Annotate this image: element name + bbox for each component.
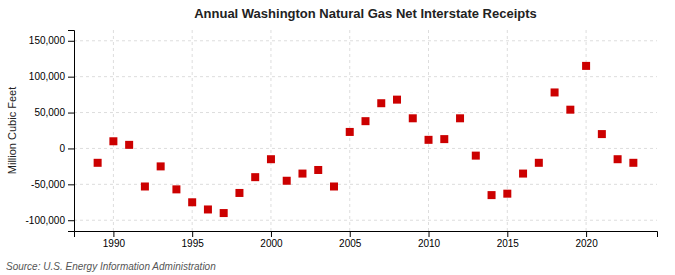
- chart: 1990 1995 2000 2005 2010 2015 2020 -100,000 -50,…: [0, 0, 675, 275]
- point: [362, 117, 370, 125]
- y-tick-mark: [68, 220, 74, 221]
- y-tick: 50,000: [34, 107, 74, 118]
- grid-line: [74, 76, 657, 77]
- point: [204, 205, 212, 213]
- grid-line: [74, 40, 657, 41]
- point: [519, 170, 527, 178]
- y-tick: 0: [59, 143, 74, 154]
- grid-line: [507, 30, 508, 231]
- y-axis-title: Million Cubic Feet: [6, 87, 18, 174]
- points: [94, 62, 638, 217]
- y-tick-mark: [68, 184, 74, 185]
- x-tick: 1990: [103, 231, 126, 249]
- x-tick-mark: [586, 231, 587, 237]
- point: [314, 166, 322, 174]
- y-tick: -50,000: [31, 179, 74, 190]
- x-tick: 2000: [260, 231, 283, 249]
- y-tick-label: -50,000: [31, 179, 65, 190]
- x-tick: 2015: [497, 231, 520, 249]
- y-tick-label: 50,000: [34, 107, 65, 118]
- y-tick-label: 0: [59, 143, 65, 154]
- point: [629, 159, 637, 167]
- x-tick-label: 1995: [182, 238, 205, 249]
- point: [488, 191, 496, 199]
- point: [157, 162, 165, 170]
- grid-line: [270, 30, 271, 231]
- point: [503, 190, 511, 198]
- point: [582, 62, 590, 70]
- point: [456, 114, 464, 122]
- x-axis-line: [75, 232, 658, 238]
- point: [188, 198, 196, 206]
- point: [283, 177, 291, 185]
- y-axis: -100,000 -50,000 0 50,000 100,000 150,000: [26, 31, 75, 232]
- grid-line: [74, 220, 657, 221]
- y-tick: 150,000: [29, 35, 74, 46]
- annotation: Source: U.S. Energy Information Administ…: [6, 261, 216, 272]
- x-axis: 1990 1995 2000 2005 2010 2015 2020: [75, 231, 658, 249]
- x-tick: 2020: [575, 231, 598, 249]
- x-tick-mark: [507, 231, 508, 237]
- grid-line: [74, 148, 657, 149]
- y-axis-line: [68, 31, 75, 232]
- point: [330, 182, 338, 190]
- y-tick-mark: [68, 41, 74, 42]
- x-tick-label: 2020: [575, 238, 598, 249]
- x-tick: 2005: [339, 231, 362, 249]
- x-tick-label: 2005: [339, 238, 362, 249]
- plot-area: 1990 1995 2000 2005 2010 2015 2020 -100,000 -50,…: [26, 30, 658, 249]
- grid-line: [113, 30, 114, 231]
- x-tick-label: 1990: [103, 238, 126, 249]
- y-tick: 100,000: [29, 71, 74, 82]
- point: [109, 137, 117, 145]
- point: [267, 155, 275, 163]
- grid: [74, 30, 657, 231]
- point: [346, 128, 354, 136]
- point: [535, 159, 543, 167]
- point: [614, 155, 622, 163]
- title: Annual Washington Natural Gas Net Inters…: [194, 6, 537, 21]
- point: [94, 159, 102, 167]
- y-tick-mark: [68, 77, 74, 78]
- x-tick: 2010: [418, 231, 441, 249]
- point: [393, 96, 401, 104]
- point: [551, 88, 559, 96]
- point: [425, 136, 433, 144]
- point: [440, 135, 448, 143]
- x-tick-mark: [113, 231, 114, 237]
- grid-line: [74, 184, 657, 185]
- point: [220, 209, 228, 217]
- x-tick-label: 2000: [260, 238, 283, 249]
- y-tick-label: -100,000: [26, 215, 66, 226]
- grid-line: [586, 30, 587, 231]
- point: [141, 182, 149, 190]
- point: [409, 114, 417, 122]
- x-tick-mark: [429, 231, 430, 237]
- point: [298, 170, 306, 178]
- point: [125, 141, 133, 149]
- grid-line: [428, 30, 429, 231]
- x-tick-label: 2010: [418, 238, 441, 249]
- point: [566, 106, 574, 114]
- point: [377, 99, 385, 107]
- point: [251, 173, 259, 181]
- point: [235, 189, 243, 197]
- x-tick-label: 2015: [497, 238, 520, 249]
- x-tick-mark: [271, 231, 272, 237]
- x-tick-mark: [350, 231, 351, 237]
- y-tick-mark: [68, 148, 74, 149]
- y-tick: -100,000: [26, 215, 74, 226]
- y-tick-label: 150,000: [29, 35, 66, 46]
- point: [598, 130, 606, 138]
- point: [472, 152, 480, 160]
- x-tick: 1995: [182, 231, 205, 249]
- point: [172, 185, 180, 193]
- x-tick-mark: [192, 231, 193, 237]
- y-tick-label: 100,000: [29, 71, 66, 82]
- y-tick-mark: [68, 113, 74, 114]
